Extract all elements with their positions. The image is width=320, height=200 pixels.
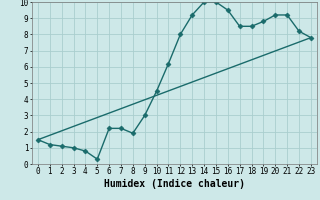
- X-axis label: Humidex (Indice chaleur): Humidex (Indice chaleur): [104, 179, 245, 189]
